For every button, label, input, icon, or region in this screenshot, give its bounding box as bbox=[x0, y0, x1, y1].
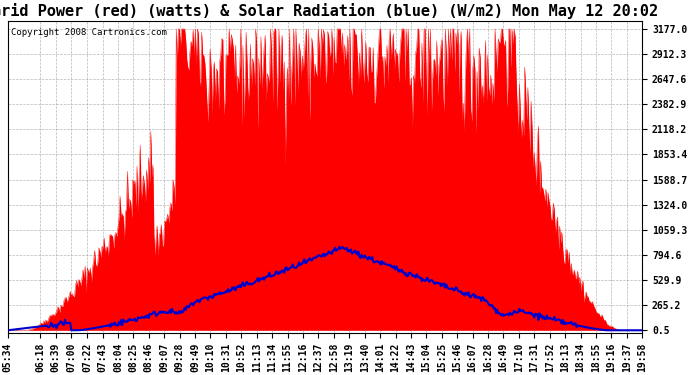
Title: Grid Power (red) (watts) & Solar Radiation (blue) (W/m2) Mon May 12 20:02: Grid Power (red) (watts) & Solar Radiati… bbox=[0, 3, 658, 19]
Text: Copyright 2008 Cartronics.com: Copyright 2008 Cartronics.com bbox=[11, 28, 167, 37]
